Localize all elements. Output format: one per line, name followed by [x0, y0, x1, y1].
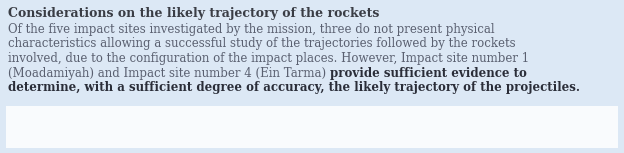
Text: characteristics allowing a successful study of the trajectories followed by the : characteristics allowing a successful st… — [8, 37, 515, 50]
Text: determine, with a sufficient degree of accuracy, the likely trajectory of the pr: determine, with a sufficient degree of a… — [8, 81, 580, 94]
Text: (Moadamiyah) and Impact site number 4 (Ein Tarma): (Moadamiyah) and Impact site number 4 (E… — [8, 67, 330, 80]
Text: provide sufficient evidence to: provide sufficient evidence to — [330, 67, 527, 80]
Text: (Moadamiyah) and Impact site number 4 (Ein Tarma) provide sufficient evidence to: (Moadamiyah) and Impact site number 4 (E… — [8, 67, 506, 80]
Text: Considerations on the likely trajectory of the rockets: Considerations on the likely trajectory … — [8, 7, 379, 20]
Text: Of the five impact sites investigated by the mission, three do not present physi: Of the five impact sites investigated by… — [8, 23, 495, 36]
Bar — [6, 106, 618, 148]
Text: involved, due to the configuration of the impact places. However, Impact site nu: involved, due to the configuration of th… — [8, 52, 529, 65]
